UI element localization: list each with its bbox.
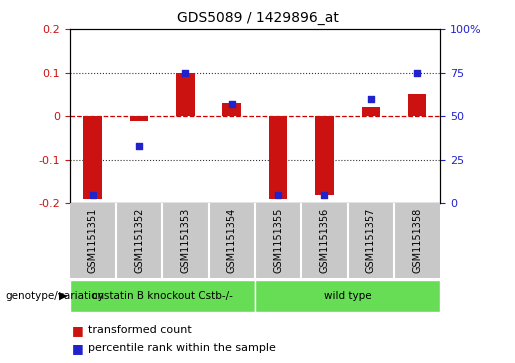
- Text: genotype/variation: genotype/variation: [5, 291, 104, 301]
- Text: transformed count: transformed count: [88, 325, 191, 335]
- Bar: [255, 280, 440, 312]
- Text: GSM1151351: GSM1151351: [88, 208, 98, 273]
- Bar: [176, 73, 195, 116]
- Text: GSM1151352: GSM1151352: [134, 208, 144, 273]
- Point: [135, 143, 143, 149]
- Text: ▶: ▶: [59, 291, 68, 301]
- Text: GSM1151357: GSM1151357: [366, 208, 376, 273]
- Bar: [408, 94, 426, 116]
- Point: [367, 96, 375, 102]
- Text: GDS5089 / 1429896_at: GDS5089 / 1429896_at: [177, 11, 338, 25]
- Text: ■: ■: [72, 342, 84, 355]
- Point: [274, 192, 282, 197]
- Text: ■: ■: [72, 324, 84, 337]
- Text: GSM1151355: GSM1151355: [273, 208, 283, 273]
- Text: GSM1151353: GSM1151353: [180, 208, 191, 273]
- Point: [89, 192, 97, 197]
- Bar: [269, 116, 287, 199]
- Bar: [70, 280, 255, 312]
- Text: cystatin B knockout Cstb-/-: cystatin B knockout Cstb-/-: [92, 291, 233, 301]
- Text: GSM1151356: GSM1151356: [319, 208, 330, 273]
- Point: [413, 70, 421, 76]
- Point: [228, 101, 236, 107]
- Bar: [130, 116, 148, 121]
- Point: [320, 192, 329, 197]
- Text: GSM1151358: GSM1151358: [412, 208, 422, 273]
- Text: percentile rank within the sample: percentile rank within the sample: [88, 343, 276, 354]
- Text: GSM1151354: GSM1151354: [227, 208, 237, 273]
- Bar: [83, 116, 102, 199]
- Bar: [315, 116, 334, 195]
- Point: [181, 70, 190, 76]
- Text: wild type: wild type: [324, 291, 371, 301]
- Bar: [362, 107, 380, 116]
- Bar: [222, 103, 241, 116]
